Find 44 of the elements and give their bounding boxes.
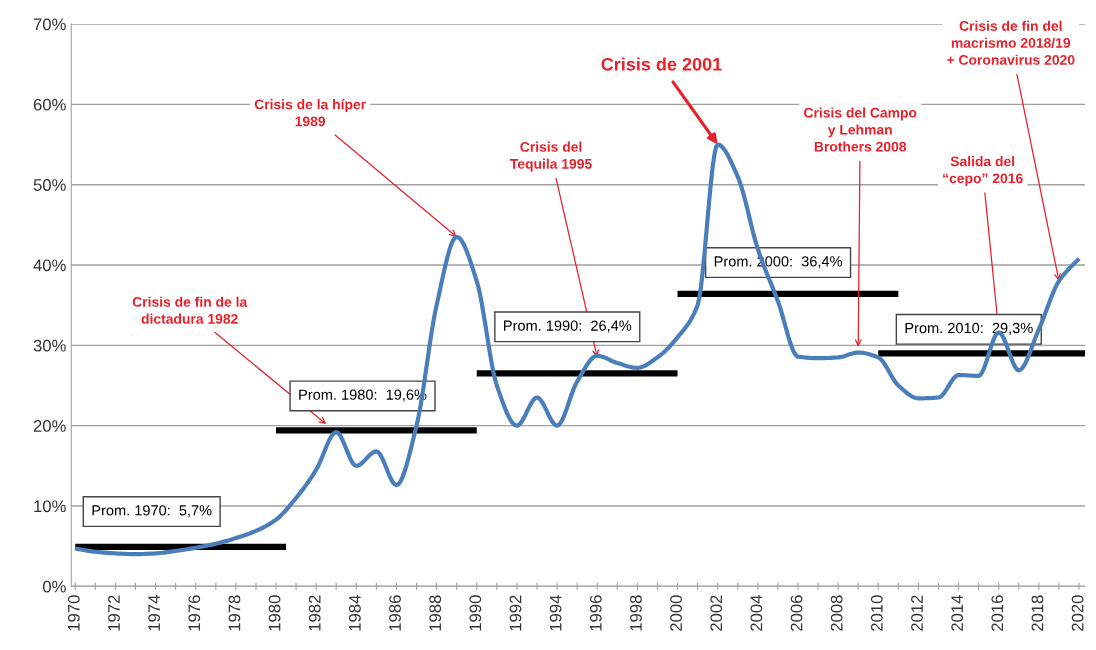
x-tick-label: 1972 <box>108 595 120 631</box>
x-tick-label: 2000 <box>670 595 682 631</box>
x-tick-label: 2010 <box>870 595 883 631</box>
annotation: Crisis del Tequila 1995 <box>510 141 592 172</box>
annotation: Crisis de fin del macrismo 2018/19 + Coronavirus 2020 <box>947 20 1075 65</box>
x-tick-label: 1974 <box>148 595 161 631</box>
y-tick-label: 70% <box>33 18 66 31</box>
y-tick-label: 30% <box>33 339 66 352</box>
x-tick-label: 1986 <box>389 595 401 631</box>
x-tick-label: 1996 <box>589 595 602 631</box>
annotation: Crisis de 2001 <box>601 57 722 71</box>
annotation: Crisis de fin de la dictadura 1982 <box>132 296 248 324</box>
x-tick-label: 2016 <box>991 595 1004 631</box>
annotation: Salida del “cepo” 2016 <box>943 156 1023 186</box>
y-tick-label: 50% <box>33 179 66 191</box>
x-tick-label: 2018 <box>1031 595 1044 631</box>
x-tick-label: 1998 <box>630 595 642 631</box>
x-tick-label: 1988 <box>429 595 442 631</box>
y-tick-label: 20% <box>33 420 66 432</box>
x-tick-label: 2004 <box>750 595 763 631</box>
x-tick-label: 2002 <box>710 595 723 631</box>
x-tick-label: 1978 <box>228 595 241 631</box>
series-label: Prom. 2010: 29,3% <box>905 322 1033 335</box>
x-tick-label: 2006 <box>790 595 803 631</box>
y-tick-label: 0% <box>42 580 66 593</box>
x-tick-label: 1994 <box>549 595 562 631</box>
x-tick-label: 1976 <box>188 595 201 631</box>
text: Prom. 1990: 26,4% <box>504 320 632 333</box>
x-tick-label: 2012 <box>911 595 923 631</box>
y-tick-label: 60% <box>33 98 66 111</box>
y-tick-label: 40% <box>33 259 66 272</box>
x-tick-label: 2014 <box>951 595 964 631</box>
x-tick-label: 1980 <box>268 595 281 631</box>
x-tick-label: 1984 <box>348 595 361 631</box>
annotation: Crisis de la híper 1989 <box>254 98 366 127</box>
x-tick-label: 2008 <box>830 595 843 631</box>
annotation: Crisis del Campo y Lehman Brothers 2008 <box>804 107 917 152</box>
x-tick-label: 1970 <box>67 595 80 631</box>
text: Prom. 1970: 5,7% <box>92 505 212 518</box>
x-tick-label: 1992 <box>509 595 522 631</box>
y-tick-label: 10% <box>34 500 66 513</box>
x-tick-label: 1990 <box>469 595 482 631</box>
x-tick-label: 2020 <box>1071 595 1084 631</box>
x-tick-label: 1982 <box>308 595 321 631</box>
